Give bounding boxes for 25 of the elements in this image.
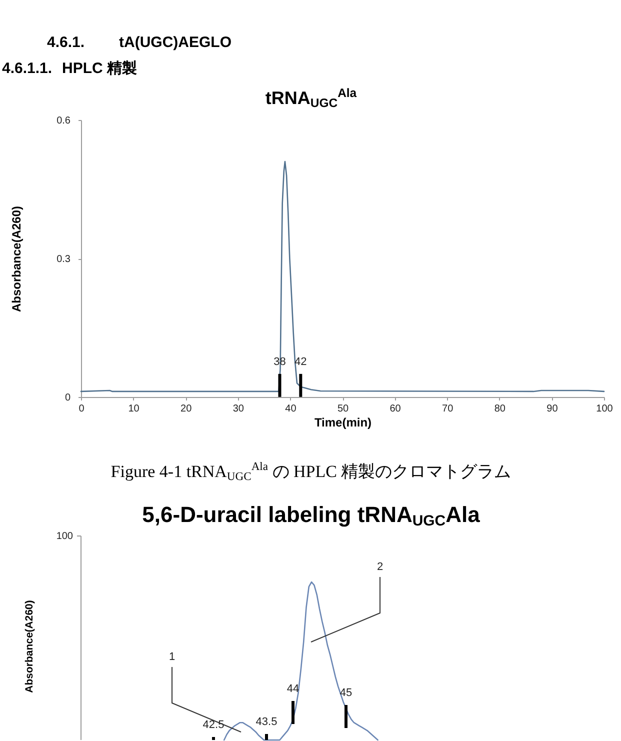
y-axis-title: Absorbance(A260)	[24, 600, 36, 693]
x-tick-label: 90	[546, 404, 558, 414]
x-tick-label: 50	[337, 404, 349, 414]
x-tick-label: 70	[442, 404, 454, 414]
y-axis-title: Absorbance(A260)	[10, 206, 24, 312]
text: 2	[376, 561, 384, 573]
text: 4.6.1.1. HPLC 精製	[2, 60, 137, 77]
y-tick-label: 0.6	[56, 116, 71, 126]
text: 100	[56, 531, 74, 542]
annotation: 43.5	[256, 716, 278, 728]
annotation: 45	[340, 687, 352, 699]
y-tick-label: 0	[64, 392, 71, 404]
x-tick-label: 30	[232, 404, 244, 414]
x-tick-label: 10	[128, 404, 140, 414]
x-tick-label: 20	[180, 404, 192, 414]
x-axis-title: Time(min)	[314, 416, 372, 430]
x-tick-label: 0	[78, 404, 85, 414]
line-series	[80, 160, 605, 392]
chart-title: 4.6.1. tA(UGC)AEGLO	[47, 34, 232, 51]
text: 1	[168, 651, 176, 663]
y-tick-label: 0.3	[56, 254, 71, 265]
x-tick-label: 40	[285, 404, 297, 414]
x-tick-label: 100	[596, 404, 614, 414]
x-tick-label: 80	[494, 404, 506, 414]
x-tick-label: 60	[390, 404, 402, 414]
